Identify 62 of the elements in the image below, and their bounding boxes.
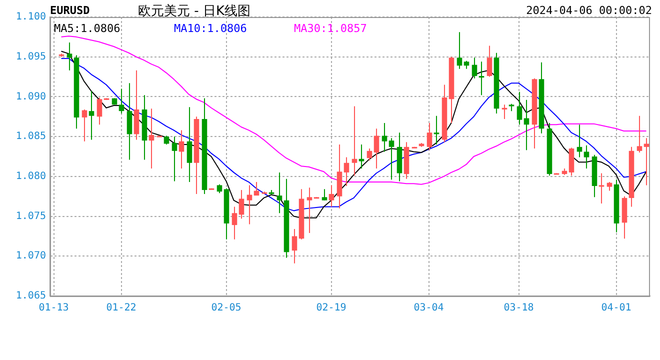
candlestick [254, 182, 260, 196]
candlestick [426, 122, 432, 151]
candlestick [478, 61, 484, 96]
candlestick [352, 106, 358, 176]
candlestick [238, 189, 244, 220]
y-tick-label: 1.080 [16, 171, 46, 182]
candlestick [126, 82, 132, 160]
candlestick [66, 42, 72, 71]
candlestick [584, 144, 590, 169]
x-tick-label: 02-19 [316, 302, 346, 314]
candlestick [456, 32, 462, 70]
candlestick [292, 228, 298, 264]
candlestick [434, 115, 440, 146]
candlestick [388, 138, 394, 180]
candlestick [322, 188, 328, 201]
candlestick [636, 115, 642, 154]
candlestick [148, 108, 154, 169]
candlestick [374, 128, 380, 169]
candlestick [568, 147, 574, 176]
candlestick [382, 122, 388, 152]
candlestick [502, 104, 508, 120]
candlestick [516, 91, 522, 126]
series-label: MA5:1.0806 [54, 22, 122, 35]
y-tick-label: 1.085 [16, 131, 46, 142]
y-tick-label: 1.075 [16, 210, 46, 222]
y-tick-label: 1.095 [16, 51, 46, 62]
candlestick [328, 184, 334, 208]
candlestick [88, 90, 94, 140]
candlestick [358, 144, 364, 169]
x-tick-label: 01-13 [38, 302, 69, 314]
candlestick [172, 136, 178, 182]
text: MA30:1.0857 [294, 22, 368, 35]
candlestick [524, 99, 530, 151]
candlestick [178, 130, 184, 169]
candlestick [246, 184, 252, 225]
annotation: 2024-04-06 00:00:02 [526, 4, 652, 17]
candlestick [82, 108, 88, 142]
candlestick [472, 57, 478, 79]
candlestick [118, 88, 124, 114]
x-tick-label: 04-01 [601, 302, 632, 314]
candlestick [486, 45, 492, 78]
x-tick-label: 01-22 [106, 302, 136, 314]
candlestick [344, 156, 350, 186]
x-tick-label: 02-05 [211, 302, 242, 314]
chart-title: 欧元美元 - 日K线图 [138, 3, 250, 20]
candlestick [598, 172, 604, 204]
candlestick [366, 148, 372, 161]
y-tick-label: 1.070 [16, 250, 46, 262]
candlestick [644, 138, 650, 186]
x-tick-label: 03-18 [504, 302, 534, 314]
text: MA10:1.0806 [174, 22, 248, 35]
candlestick [232, 206, 238, 240]
candlestick [576, 124, 582, 158]
chart-subtitle: EURUSD [50, 4, 90, 17]
candlestick [186, 106, 192, 183]
candlestick [96, 97, 102, 126]
y-tick-label: 1.065 [16, 290, 46, 302]
y-tick-label: 1.090 [16, 91, 46, 102]
candlestick [306, 187, 312, 234]
x-tick-label: 03-04 [414, 302, 444, 314]
candlestick [276, 172, 282, 214]
y-tick-label: 1.100 [16, 12, 46, 23]
